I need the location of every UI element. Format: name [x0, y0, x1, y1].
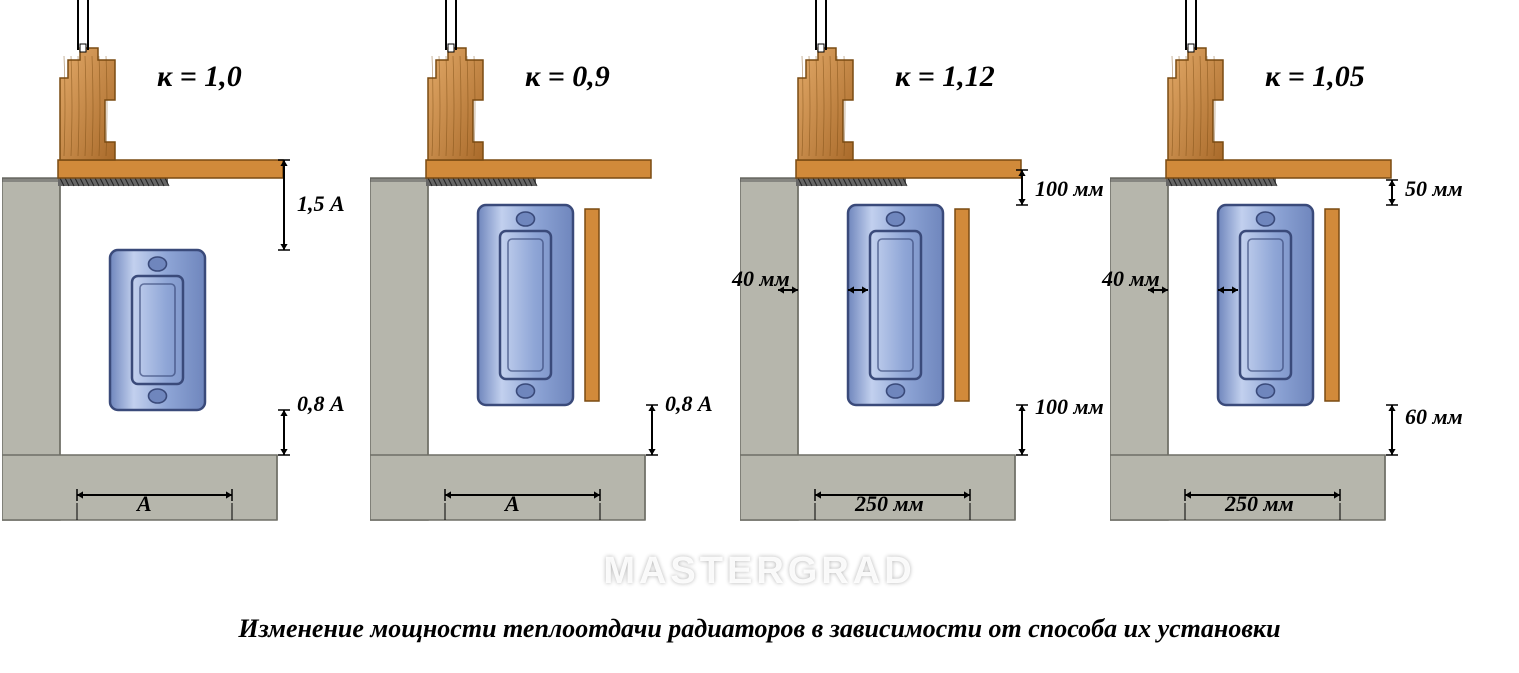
dim-label: 250 мм	[1225, 491, 1294, 517]
panel-1: к = 0,9 0,8 А А	[370, 0, 750, 520]
panel-2: к = 1,12100 мм40 мм100 мм250 мм	[740, 0, 1120, 520]
dim-label: 50 мм	[1405, 176, 1463, 202]
dim-label: 0,8 А	[665, 391, 713, 417]
dim-label: 60 мм	[1405, 404, 1463, 430]
watermark-sub: ГОРОД МАСТЕРОВ	[0, 588, 1519, 600]
dim-label: А	[137, 491, 152, 517]
dim-label: А	[505, 491, 520, 517]
dim-label: 1,5 А	[297, 191, 345, 217]
k-label: к = 0,9	[525, 60, 610, 94]
dim-label: 40 мм	[732, 266, 790, 292]
dim-label: 100 мм	[1035, 176, 1104, 202]
k-label: к = 1,12	[895, 60, 995, 94]
dim-label: 100 мм	[1035, 394, 1104, 420]
k-label: к = 1,05	[1265, 60, 1365, 94]
panel-0: к = 1,0 1,5 А 0,8 А А	[2, 0, 382, 520]
dim-label: 0,8 А	[297, 391, 345, 417]
k-label: к = 1,0	[157, 60, 242, 94]
panel-3: к = 1,0550 мм40 мм60 мм250 мм	[1110, 0, 1490, 520]
caption: Изменение мощности теплоотдачи радиаторо…	[0, 614, 1519, 644]
dim-label: 250 мм	[855, 491, 924, 517]
watermark: MASTERGRAD	[0, 550, 1519, 593]
dim-label: 40 мм	[1102, 266, 1160, 292]
